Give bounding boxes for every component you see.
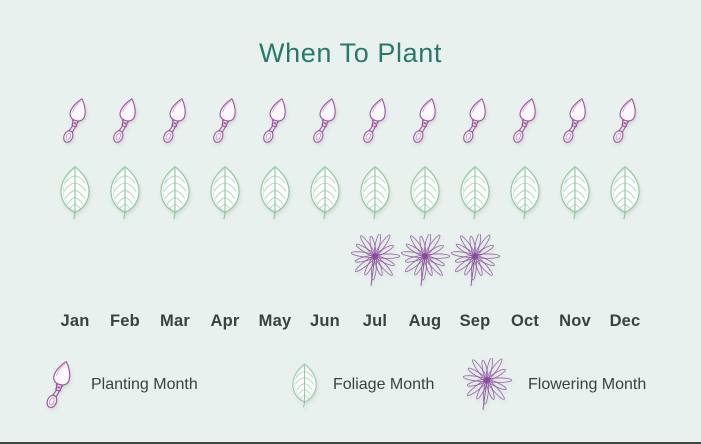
month-label-dec: Dec [609, 311, 641, 330]
cell-leaf-feb [100, 160, 150, 220]
page-title: When To Plant [259, 38, 442, 68]
trowel-icon [110, 96, 140, 147]
leaf-icon [410, 166, 440, 220]
cell-trowel-aug [400, 90, 450, 147]
month-label-mar: Mar [160, 311, 190, 330]
trowel-icon [44, 358, 75, 412]
legend-item-flowering: Flowering Month [462, 356, 646, 414]
month-label-may: May [258, 311, 292, 330]
foliage-month-row [50, 160, 650, 220]
cell-trowel-nov [550, 90, 600, 147]
flower-icon [462, 357, 512, 410]
legend: Planting Month Foliage Month Flowering M… [0, 356, 701, 414]
trowel-icon [460, 96, 490, 147]
cell-trowel-feb [100, 90, 150, 147]
cell-flower-jan [50, 229, 100, 289]
legend-label-foliage: Foliage Month [333, 376, 435, 393]
leaf-icon [292, 363, 317, 408]
cell-flower-oct [500, 229, 550, 289]
month-label-oct: Oct [510, 311, 540, 330]
cell-trowel-oct [500, 90, 550, 147]
month-label-jan: Jan [60, 311, 90, 330]
cell-trowel-jan [50, 90, 100, 147]
cell-flower-mar [150, 229, 200, 289]
bottom-divider [0, 442, 701, 444]
trowel-icon [60, 96, 90, 147]
trowel-icon [310, 96, 340, 147]
cell-flower-aug [400, 229, 450, 289]
cell-leaf-may [250, 160, 300, 220]
cell-leaf-mar [150, 160, 200, 220]
cell-flower-nov [550, 229, 600, 289]
month-label-apr: Apr [210, 311, 240, 330]
month-label-nov: Nov [559, 311, 591, 330]
legend-item-planting: Planting Month [42, 356, 198, 414]
cell-trowel-sep [450, 90, 500, 147]
trowel-icon [610, 96, 640, 147]
month-label-aug: Aug [408, 311, 442, 330]
cell-leaf-oct [500, 160, 550, 220]
flower-icon [450, 234, 500, 287]
leaf-icon [360, 166, 390, 220]
cell-trowel-jul [350, 90, 400, 147]
month-label-jul: Jul [362, 311, 388, 330]
leaf-icon [210, 166, 240, 220]
trowel-icon [260, 96, 290, 147]
leaf-icon [510, 166, 540, 220]
leaf-icon [310, 166, 340, 220]
cell-leaf-aug [400, 160, 450, 220]
cell-flower-apr [200, 229, 250, 289]
legend-label-planting: Planting Month [91, 376, 198, 393]
leaf-icon [110, 166, 140, 220]
leaf-icon [260, 166, 290, 220]
flowering-month-row [50, 229, 650, 289]
cell-trowel-may [250, 90, 300, 147]
month-label-sep: Sep [459, 311, 491, 330]
trowel-icon [510, 96, 540, 147]
cell-trowel-mar [150, 90, 200, 147]
cell-flower-jul [350, 229, 400, 289]
trowel-icon [560, 96, 590, 147]
flower-icon [400, 234, 450, 287]
cell-leaf-jul [350, 160, 400, 220]
leaf-icon [160, 166, 190, 220]
cell-leaf-jun [300, 160, 350, 220]
cell-leaf-nov [550, 160, 600, 220]
leaf-icon [560, 166, 590, 220]
planting-month-row [50, 90, 650, 147]
flower-icon [350, 234, 400, 287]
leaf-icon [610, 166, 640, 220]
leaf-icon [460, 166, 490, 220]
month-label-feb: Feb [110, 311, 140, 330]
cell-leaf-sep [450, 160, 500, 220]
cell-flower-jun [300, 229, 350, 289]
legend-label-flowering: Flowering Month [528, 376, 647, 393]
cell-leaf-jan [50, 160, 100, 220]
trowel-icon [210, 96, 240, 147]
trowel-icon [410, 96, 440, 147]
cell-trowel-dec [600, 90, 650, 147]
legend-item-foliage: Foliage Month [288, 356, 434, 414]
cell-trowel-jun [300, 90, 350, 147]
trowel-icon [160, 96, 190, 147]
cell-trowel-apr [200, 90, 250, 147]
leaf-icon [60, 166, 90, 220]
cell-leaf-dec [600, 160, 650, 220]
cell-flower-feb [100, 229, 150, 289]
trowel-icon [360, 96, 390, 147]
cell-leaf-apr [200, 160, 250, 220]
cell-flower-dec [600, 229, 650, 289]
month-label-jun: Jun [310, 311, 340, 330]
month-labels-row: Jan Feb Mar Apr May Jun Jul Aug Sep Oct Nov Dec [50, 309, 650, 333]
cell-flower-sep [450, 229, 500, 289]
cell-flower-may [250, 229, 300, 289]
